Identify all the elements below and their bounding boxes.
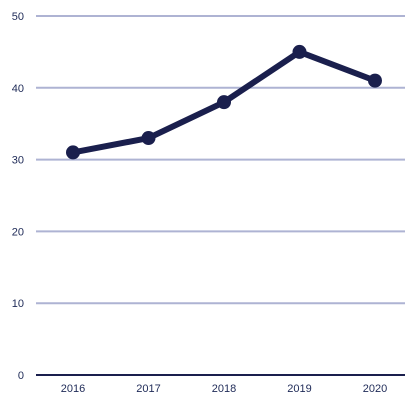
x-tick-label: 2020 [363, 383, 387, 395]
y-tick-label: 0 [18, 370, 24, 382]
x-tick-label: 2017 [136, 383, 160, 395]
y-tick-label: 50 [12, 11, 24, 23]
data-point [292, 44, 307, 59]
x-tick-label: 2018 [212, 383, 236, 395]
data-point [66, 145, 80, 160]
y-tick-label: 20 [12, 226, 24, 238]
gridlines [36, 15, 405, 305]
x-axis-ticks: 2016 2017 2018 2019 2020 [61, 383, 387, 395]
y-axis-ticks: 0 10 20 30 40 50 [12, 11, 24, 382]
data-point [217, 95, 231, 110]
y-tick-label: 10 [12, 298, 24, 310]
y-tick-label: 30 [12, 155, 24, 167]
data-point [368, 73, 382, 88]
y-tick-label: 40 [12, 83, 24, 95]
x-tick-label: 2019 [287, 383, 311, 395]
series-group [66, 44, 382, 160]
x-tick-label: 2016 [61, 383, 85, 395]
data-point [141, 131, 156, 146]
